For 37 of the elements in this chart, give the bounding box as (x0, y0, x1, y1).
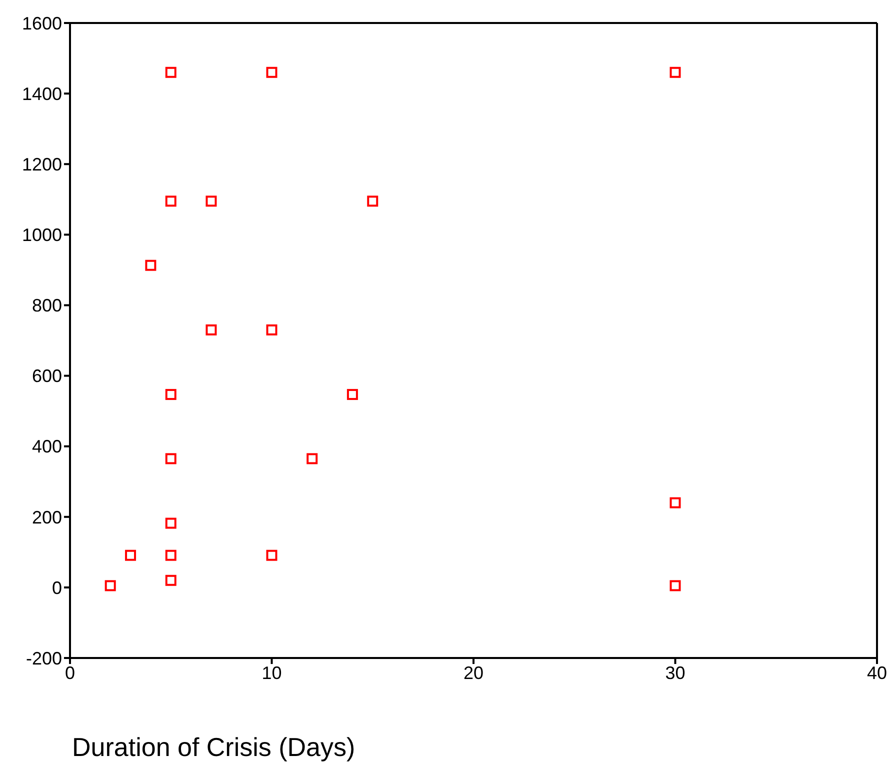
point (670, 66, 681, 78)
y-tick-label: 400 (32, 436, 62, 457)
x-axis-title: Duration of Crisis (Days) (72, 732, 356, 763)
point (104, 580, 116, 592)
point (165, 196, 176, 207)
point (670, 580, 681, 592)
point (165, 66, 176, 78)
point (165, 574, 176, 586)
point (346, 388, 358, 400)
point (367, 196, 378, 207)
y-tick-label: 1400 (22, 84, 62, 104)
x-tick-label: 0 (64, 662, 76, 683)
y-tick-label: 1600 (22, 13, 62, 34)
y-tick-label: 200 (32, 507, 62, 528)
point (206, 324, 217, 336)
y-tick-label: 1000 (22, 225, 62, 246)
point (266, 550, 278, 561)
x-tick-label: 10 (262, 662, 282, 683)
point (165, 518, 176, 529)
x-tick-label: 30 (665, 662, 686, 683)
y-tick-label: 600 (32, 366, 62, 386)
point (165, 550, 176, 561)
point (306, 453, 318, 464)
y-tick-label: -200 (26, 648, 62, 668)
y-tick-label: 1200 (22, 154, 62, 174)
point (266, 66, 278, 78)
x-tick-label: 20 (463, 662, 484, 683)
y-tick-label: 0 (52, 578, 62, 598)
point (266, 324, 278, 336)
point (206, 196, 217, 207)
point (670, 497, 681, 508)
point (165, 453, 176, 464)
x-tick-label: 40 (866, 662, 888, 683)
point (125, 550, 136, 561)
point (165, 388, 176, 400)
y-tick-label: 800 (32, 296, 62, 316)
point (145, 260, 156, 271)
